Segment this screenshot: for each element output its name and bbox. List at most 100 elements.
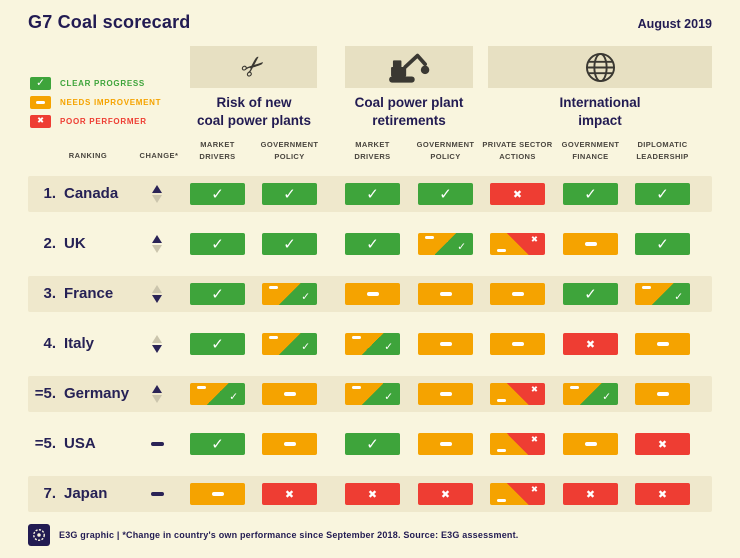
category-icon-box-retirements bbox=[345, 46, 473, 88]
legend-label: NEEDS IMPROVEMENT bbox=[60, 98, 162, 107]
status-cell: ✖ bbox=[563, 333, 618, 355]
table-row: 3. France ✓ ✓ ✓ ✓ bbox=[28, 276, 712, 312]
status-cell: ✖ bbox=[490, 383, 545, 405]
status-cell: ✓ bbox=[262, 233, 317, 255]
status-cell: ✖ bbox=[262, 483, 317, 505]
dash-icon bbox=[352, 386, 361, 389]
status-cell: ✓ bbox=[345, 433, 400, 455]
check-icon: ✓ bbox=[584, 284, 597, 303]
rank: 2. bbox=[43, 235, 56, 252]
status-cell: ✓ bbox=[190, 333, 245, 355]
check-icon: ✓ bbox=[366, 184, 379, 203]
status-cell: ✓ bbox=[635, 233, 690, 255]
rank: =5. bbox=[34, 435, 56, 452]
change-indicator bbox=[143, 476, 171, 512]
status-cell: ✓ bbox=[345, 333, 400, 355]
dash-icon bbox=[439, 292, 452, 296]
dash-icon bbox=[269, 336, 278, 339]
check-icon: ✓ bbox=[283, 184, 296, 203]
dash-icon bbox=[366, 292, 379, 296]
status-cell: ✖ bbox=[490, 183, 545, 205]
dash-icon bbox=[642, 286, 651, 289]
dash-icon bbox=[283, 392, 296, 396]
dash-icon bbox=[36, 101, 45, 104]
status-cell: ✓ bbox=[345, 233, 400, 255]
x-icon: ✖ bbox=[657, 487, 668, 501]
dash-icon bbox=[439, 342, 452, 346]
status-cell bbox=[490, 283, 545, 305]
category-title-international: International impact bbox=[559, 95, 641, 129]
dash-icon bbox=[656, 392, 669, 396]
change-indicator bbox=[143, 426, 171, 462]
status-cell: ✓ bbox=[190, 433, 245, 455]
rank: 1. bbox=[43, 185, 56, 202]
column-header: GOVERNMENT POLICY bbox=[416, 140, 475, 161]
status-cell bbox=[262, 383, 317, 405]
table-row: =5. USA ✓ ✓ ✖ ✖ bbox=[28, 426, 712, 462]
date-label: August 2019 bbox=[637, 17, 712, 31]
check-icon: ✓ bbox=[211, 334, 224, 353]
status-cell: ✓ bbox=[563, 183, 618, 205]
check-icon: ✓ bbox=[584, 184, 597, 203]
change-indicator bbox=[143, 276, 171, 312]
change-indicator bbox=[143, 326, 171, 362]
dash-icon bbox=[511, 342, 524, 346]
status-cell: ✓ bbox=[563, 383, 618, 405]
status-cell: ✖ bbox=[635, 433, 690, 455]
check-icon: ✓ bbox=[366, 434, 379, 453]
dash-icon bbox=[497, 499, 506, 502]
status-cell: ✓ bbox=[190, 233, 245, 255]
check-icon: ✓ bbox=[229, 390, 238, 403]
down-arrow-icon bbox=[152, 395, 162, 403]
dash-icon bbox=[497, 399, 506, 402]
status-cell bbox=[563, 233, 618, 255]
table-row: 2. UK ✓ ✓ ✓ ✓ ✖ ✓ bbox=[28, 226, 712, 262]
x-icon: ✖ bbox=[657, 437, 668, 451]
up-arrow-icon bbox=[152, 335, 162, 343]
country-name: Canada bbox=[64, 185, 119, 202]
category-icon-box-risk: ✂ bbox=[190, 46, 317, 88]
footer: E3G graphic | *Change in country's own p… bbox=[28, 524, 519, 546]
status-cell: ✖ bbox=[490, 483, 545, 505]
check-icon: ✓ bbox=[457, 240, 466, 253]
ranking-header: RANKING bbox=[68, 151, 108, 160]
x-icon: ✖ bbox=[585, 337, 596, 351]
status-cell bbox=[563, 433, 618, 455]
country-name: France bbox=[64, 285, 114, 302]
dash-icon bbox=[283, 442, 296, 446]
category-title-risk: Risk of new coal power plants bbox=[196, 95, 312, 129]
check-icon: ✓ bbox=[674, 290, 683, 303]
up-arrow-icon bbox=[152, 235, 162, 243]
table-row: 4. Italy ✓ ✓ ✓ ✖ bbox=[28, 326, 712, 362]
dash-icon bbox=[656, 342, 669, 346]
dash-icon bbox=[584, 442, 597, 446]
check-icon: ✓ bbox=[211, 184, 224, 203]
table-row: =5. Germany ✓ ✓ ✖ ✓ bbox=[28, 376, 712, 412]
e3g-logo-icon bbox=[33, 529, 45, 541]
dash-icon bbox=[497, 449, 506, 452]
status-cell: ✖ bbox=[418, 483, 473, 505]
x-icon: ✖ bbox=[530, 385, 538, 395]
category-title-retirements: Coal power plant retirements bbox=[354, 95, 464, 129]
status-cell bbox=[418, 333, 473, 355]
rank: 7. bbox=[43, 485, 56, 502]
rank: 3. bbox=[43, 285, 56, 302]
down-arrow-icon bbox=[152, 195, 162, 203]
status-cell: ✓ bbox=[190, 183, 245, 205]
status-cell: ✖ bbox=[345, 483, 400, 505]
status-cell: ✖ bbox=[563, 483, 618, 505]
scissors-icon: ✂ bbox=[233, 46, 273, 87]
check-icon: ✓ bbox=[366, 234, 379, 253]
dash-icon bbox=[352, 336, 361, 339]
status-cell: ✓ bbox=[635, 283, 690, 305]
check-icon: ✓ bbox=[211, 434, 224, 453]
x-icon: ✖ bbox=[530, 235, 538, 245]
country-name: USA bbox=[64, 435, 96, 452]
check-icon: ✓ bbox=[439, 184, 452, 203]
no-change-dash bbox=[150, 492, 164, 496]
table-row: 7. Japan ✖ ✖ ✖ ✖ ✖ ✖ bbox=[28, 476, 712, 512]
x-icon: ✖ bbox=[530, 435, 538, 445]
column-header: GOVERNMENT POLICY bbox=[260, 140, 319, 161]
status-cell: ✓ bbox=[563, 283, 618, 305]
